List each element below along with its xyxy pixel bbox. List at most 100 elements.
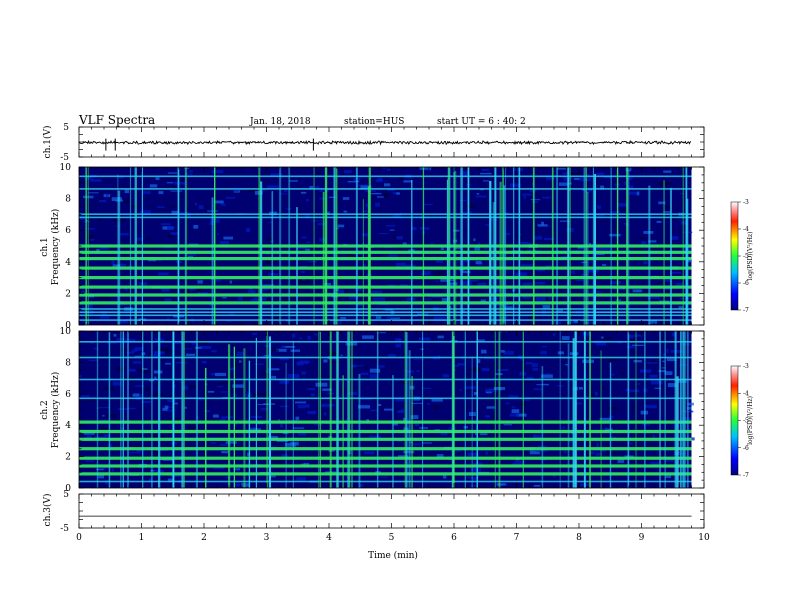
- frequency-line: [79, 378, 692, 381]
- spectrogram-texture: [233, 468, 241, 471]
- spectrogram-texture: [165, 362, 171, 365]
- sferic-line: [685, 167, 688, 325]
- header-date: Jan. 18, 2018: [249, 117, 311, 127]
- spectrogram-texture: [336, 321, 343, 326]
- spectrogram-texture: [410, 443, 421, 446]
- spectrogram-texture: [398, 177, 404, 181]
- spectrogram-texture: [343, 210, 348, 213]
- frequency-line: [79, 244, 692, 248]
- spectrogram-texture: [301, 371, 306, 375]
- sferic-line: [663, 180, 665, 325]
- spectrogram-texture: [600, 247, 612, 251]
- spectrogram-texture: [198, 398, 205, 401]
- spectrogram-texture: [625, 167, 632, 172]
- spectrogram-texture: [112, 381, 122, 386]
- sferic-line: [351, 331, 353, 488]
- spectrogram-texture: [328, 196, 336, 198]
- spectrogram-texture: [321, 403, 332, 408]
- colorbar-tick-label: -3: [743, 363, 749, 370]
- spectrogram-texture: [359, 399, 372, 401]
- spectrogram-texture: [155, 177, 160, 180]
- spectrogram-texture: [360, 372, 369, 375]
- frequency-line: [79, 456, 692, 460]
- spectrogram-texture: [102, 467, 106, 471]
- spectrogram-texture: [525, 362, 533, 365]
- spectrogram-texture: [290, 349, 300, 352]
- sferic-line: [313, 167, 315, 325]
- spectrogram-texture: [261, 188, 265, 192]
- spectrogram-texture: [643, 261, 648, 264]
- spectrogram-texture: [377, 404, 382, 406]
- spectrogram-texture: [253, 393, 266, 397]
- spectrogram-texture: [172, 186, 177, 189]
- spectrogram-texture: [548, 296, 551, 300]
- sferic-line: [329, 331, 332, 488]
- spectrogram-texture: [572, 249, 582, 252]
- y-tick-label: 5: [63, 123, 69, 133]
- spectrogram-texture: [370, 290, 382, 294]
- sferic-line: [134, 167, 137, 325]
- spectrogram-texture: [262, 284, 275, 286]
- spectrogram-texture: [421, 271, 431, 275]
- spectrogram-texture: [188, 170, 193, 173]
- spectrogram-texture: [388, 354, 396, 357]
- spectrogram-texture: [665, 279, 671, 282]
- sferic-line: [541, 366, 544, 488]
- spectrogram-texture: [523, 195, 526, 199]
- spectrogram-texture: [658, 370, 667, 373]
- spectrogram-texture: [396, 235, 403, 240]
- spectrogram-texture: [503, 350, 514, 355]
- sferic-line: [285, 362, 287, 488]
- spectrogram-texture: [136, 237, 142, 241]
- spectrogram-texture: [476, 193, 480, 195]
- panel-ch2-spectrogram: 0 2 4 6 8 10: [60, 327, 705, 494]
- spectrogram-texture: [497, 369, 509, 371]
- sferic-line: [674, 331, 677, 488]
- spectrogram-texture: [349, 253, 360, 258]
- spectrogram-texture: [142, 368, 148, 370]
- spectrogram-texture: [169, 475, 182, 478]
- spectrogram-texture: [213, 414, 219, 418]
- spectrogram-texture: [248, 189, 256, 192]
- spectrogram-texture: [396, 192, 400, 195]
- spectrogram-texture: [309, 185, 314, 190]
- spectrogram-texture: [431, 398, 443, 402]
- spectrogram-texture: [383, 167, 386, 169]
- spectrogram-texture: [107, 342, 117, 344]
- sferic-line: [408, 350, 411, 488]
- spectrogram-texture: [272, 460, 283, 463]
- spectrogram-texture: [483, 358, 496, 360]
- spectrogram-texture: [590, 291, 602, 293]
- spectrogram-texture: [149, 184, 158, 188]
- spectrogram-texture: [403, 180, 412, 183]
- spectrogram-texture: [207, 390, 215, 393]
- sferic-line: [214, 167, 216, 325]
- spectrogram-texture: [298, 432, 307, 436]
- sferic-line: [600, 350, 602, 488]
- spectrogram-texture: [145, 387, 150, 391]
- spectrogram-texture: [419, 167, 432, 170]
- spectrogram-texture: [647, 295, 660, 299]
- sferic-line: [518, 167, 521, 325]
- spectrogram-texture: [220, 418, 226, 422]
- spectrogram-texture: [530, 199, 541, 201]
- spectrogram-texture: [363, 263, 366, 268]
- spectrogram-texture: [380, 476, 388, 478]
- spectrogram-texture: [652, 435, 656, 438]
- spectrogram-texture: [512, 462, 525, 466]
- x-tick-label: 4: [326, 533, 332, 543]
- spectrogram-texture: [388, 254, 398, 257]
- spectrogram-texture: [265, 369, 272, 374]
- spectrogram-texture: [462, 270, 471, 274]
- sferic-line: [664, 331, 666, 488]
- spectrogram-texture: [482, 385, 494, 387]
- spectrogram-texture: [414, 423, 420, 426]
- spectrogram-texture: [164, 298, 172, 302]
- spectrogram-texture: [253, 297, 257, 300]
- spectrogram-texture: [93, 347, 99, 350]
- spectrogram-texture: [636, 191, 640, 196]
- spectrogram-texture: [151, 259, 162, 262]
- colorbar: [730, 201, 739, 311]
- spectrogram-texture: [135, 385, 145, 387]
- spectrogram-texture: [128, 407, 136, 410]
